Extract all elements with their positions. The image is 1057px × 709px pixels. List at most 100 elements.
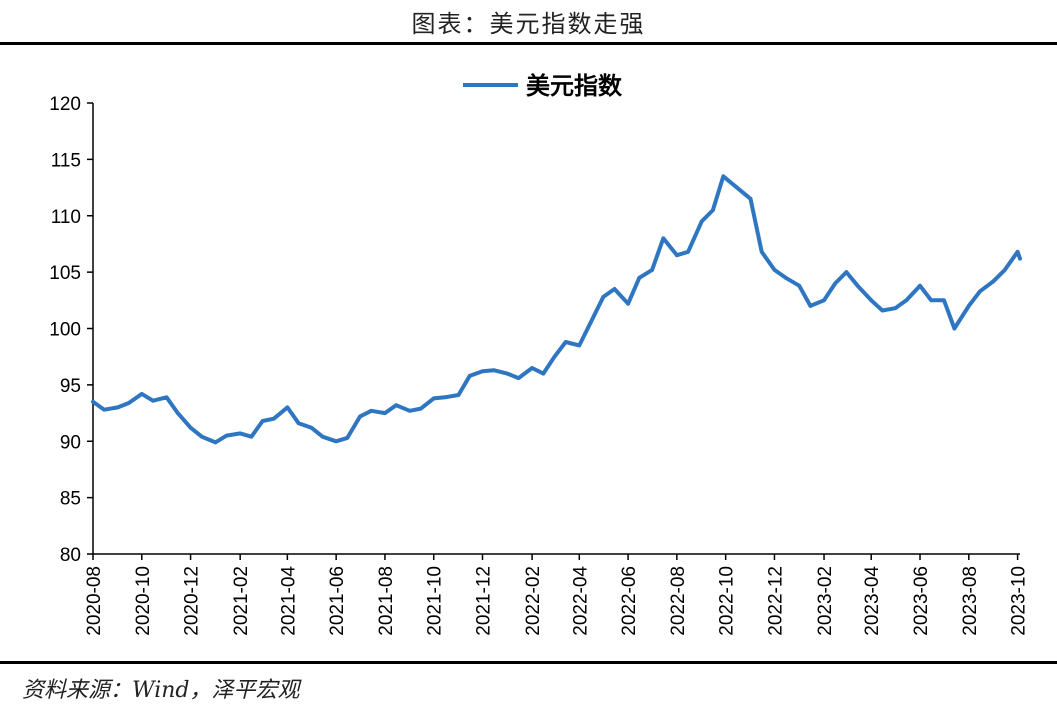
data-point [612,287,617,291]
x-tick-label: 2023-10 [1009,566,1030,636]
y-axis: 120 115 110 105 100 95 90 85 80 [49,94,94,566]
data-point [309,425,314,430]
y-tick-label: 90 [60,432,81,453]
x-tick-label: 2021-06 [327,566,348,636]
data-point [942,298,946,303]
data-point [918,283,922,288]
data-point [260,419,265,423]
y-tick-label: 105 [49,263,81,284]
data-point [588,321,593,325]
data-point [116,405,120,410]
data-point [797,283,801,288]
top-rule [0,42,1057,45]
y-tick-label: 120 [49,94,81,115]
data-point [419,406,423,411]
data-point [456,393,461,397]
data-point [151,398,155,403]
data-point [699,219,704,224]
data-point [467,374,472,378]
legend-label: 美元指数 [526,72,623,100]
y-tick-label: 115 [51,150,81,171]
x-tick-label: 2022-12 [765,566,786,636]
data-point [1003,268,1007,272]
legend: 美元指数 [463,72,623,100]
x-tick-label: 2021-04 [278,566,299,636]
data-point [929,298,933,303]
y-tick-label: 95 [60,376,81,397]
data-point [748,197,753,201]
y-tick-label: 80 [60,545,81,566]
data-point [721,174,726,179]
plot-area [91,174,1022,445]
x-tick-label: 2020-10 [133,566,154,636]
data-point [320,434,325,439]
data-point [952,326,957,331]
x-tick-label: 2023-04 [862,566,883,636]
data-point [407,409,412,413]
data-point [637,276,642,280]
data-point [213,440,218,445]
data-point [904,298,909,303]
data-point [224,433,229,438]
data-point [249,434,254,439]
data-point [383,411,387,415]
x-tick-label: 2021-02 [231,566,252,636]
data-point [102,407,106,412]
data-point [200,434,204,439]
data-point [176,411,180,415]
data-point [978,289,982,294]
data-point [516,376,521,380]
data-point [686,250,690,254]
data-point [285,405,290,410]
data-point [358,414,362,419]
y-tick-label: 110 [51,207,81,228]
y-tick-label: 85 [60,489,81,510]
data-point [783,276,788,280]
data-point [711,208,715,212]
data-point [296,421,301,426]
data-point [675,253,679,257]
data-point [869,298,873,303]
data-point [833,281,837,286]
data-point [759,250,764,254]
data-point [1015,250,1020,254]
data-point [480,369,485,374]
data-point [164,395,169,400]
data-point [1018,256,1022,261]
x-tick-label: 2022-02 [523,566,544,636]
data-point [91,400,95,404]
data-point [431,396,436,401]
data-point [626,301,630,306]
data-point [394,403,398,408]
data-point [967,304,971,308]
data-point [552,354,557,359]
data-point [530,366,534,370]
data-point [661,236,666,241]
data-point [272,416,276,421]
data-point [541,371,546,376]
x-tick-label: 2022-10 [717,566,738,636]
data-point [563,340,568,344]
data-point [127,401,131,405]
x-tick-label: 2022-08 [668,566,689,636]
series-line [91,174,1022,445]
data-point [822,298,826,303]
data-point [334,439,338,444]
data-point [650,268,654,272]
x-tick-label: 2021-08 [376,566,397,636]
data-point [991,279,996,283]
x-tick-label: 2022-04 [570,566,591,636]
data-point [772,268,777,272]
data-point [491,368,496,373]
data-point [345,436,350,440]
x-tick-label: 2020-08 [84,566,105,636]
data-point [601,295,606,299]
data-point [577,343,582,348]
x-tick-label: 2023-06 [911,566,932,636]
data-point [369,409,374,413]
data-point [188,425,193,430]
y-tick-label: 100 [49,320,81,341]
x-axis: 2020-08 2020-10 2020-12 2021-02 2021-04 2021-… [84,553,1030,636]
data-point [238,431,242,436]
data-point [735,185,739,190]
